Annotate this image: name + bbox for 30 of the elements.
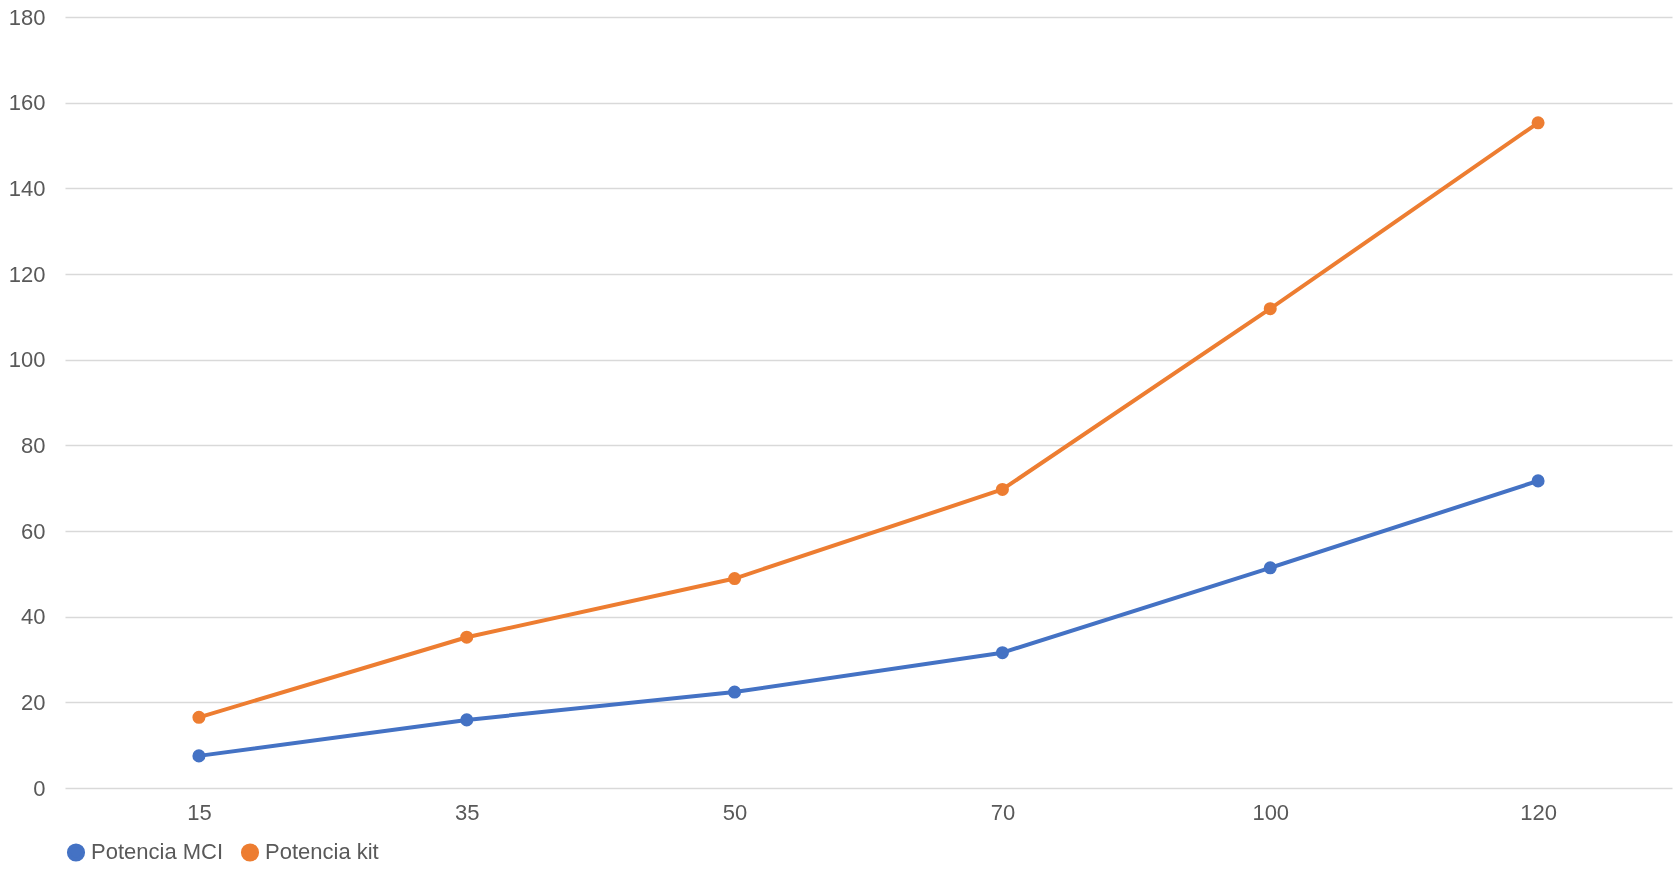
point (460, 630, 474, 644)
legend-label: Potencia MCI (91, 839, 224, 865)
x-tick-label: 50 (722, 799, 748, 825)
y-tick-label: 120 (8, 261, 46, 287)
y-tick-label: 40 (21, 604, 46, 630)
point (192, 710, 206, 724)
point (1263, 302, 1277, 316)
point (728, 572, 742, 586)
x-tick-label: 15 (187, 799, 212, 825)
point (1531, 116, 1545, 130)
x-tick-label: 120 (1520, 799, 1557, 825)
point (460, 713, 474, 727)
y-tick-label: 100 (8, 347, 46, 373)
y-tick-label: 20 (21, 689, 46, 715)
y-tick-label: 80 (21, 432, 46, 458)
y-tick-label: 0 (33, 775, 46, 801)
point (192, 749, 206, 763)
legend-label: Potencia kit (265, 839, 379, 865)
point (728, 685, 742, 699)
y-tick-label: 160 (8, 90, 46, 116)
point (995, 482, 1009, 496)
x-tick-label: 35 (455, 799, 480, 825)
y-tick-label: 140 (8, 175, 46, 201)
y-tick-label: 180 (8, 4, 46, 30)
x-tick-label: 100 (1252, 799, 1290, 825)
x-tick-label: 70 (990, 799, 1016, 825)
point (995, 646, 1009, 660)
y-tick-label: 60 (21, 518, 46, 544)
point (1531, 474, 1545, 488)
point (1263, 561, 1277, 575)
